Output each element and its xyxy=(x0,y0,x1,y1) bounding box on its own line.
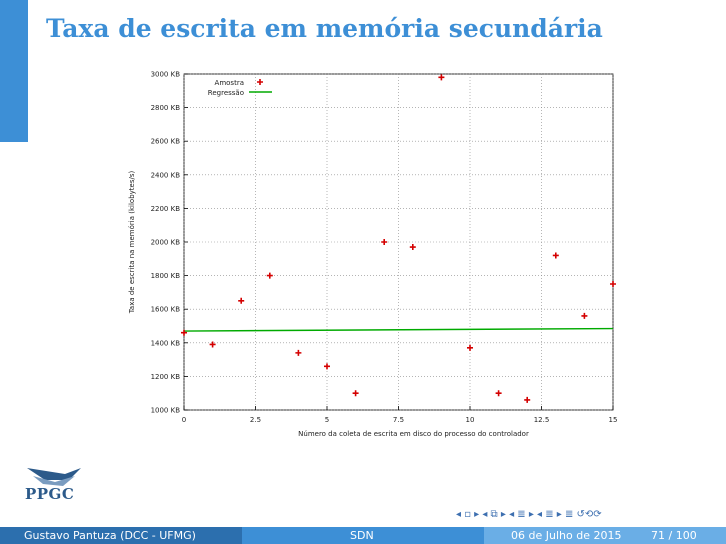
x-tick-label: 0 xyxy=(182,416,186,424)
x-tick-label: 12.5 xyxy=(534,416,550,424)
footer-author: Gustavo Pantuza (DCC - UFMG) xyxy=(24,529,196,542)
y-tick-label: 1400 KB xyxy=(151,339,181,347)
sample-point xyxy=(524,396,531,403)
y-axis-label: Taxa de escrita na memória (kilobytes/s) xyxy=(128,171,136,315)
sample-point xyxy=(266,272,273,279)
sample-point xyxy=(324,363,330,370)
sample-point xyxy=(438,74,445,81)
sample-point xyxy=(495,390,502,397)
legend-label-sample: Amostra xyxy=(215,79,244,87)
legend-label-regression: Regressão xyxy=(208,89,244,97)
sample-point xyxy=(552,252,559,259)
footer-date: 06 de Julho de 2015 xyxy=(511,529,622,542)
title-accent-bar xyxy=(0,0,28,142)
sample-point xyxy=(581,312,588,319)
x-tick-label: 7.5 xyxy=(393,416,404,424)
sample-point xyxy=(209,341,216,348)
sample-point xyxy=(295,349,302,356)
y-tick-label: 2400 KB xyxy=(151,171,181,179)
regression-line xyxy=(183,327,614,332)
footer-bar: Gustavo Pantuza (DCC - UFMG) SDN 06 de J… xyxy=(0,527,726,544)
y-tick-label: 2200 KB xyxy=(151,205,181,213)
footer-right-band xyxy=(484,527,726,544)
y-tick-label: 1200 KB xyxy=(151,373,181,381)
sample-point xyxy=(238,297,245,304)
sample-point xyxy=(381,239,388,245)
footer-left-band xyxy=(0,527,242,544)
ppgc-logo-icon xyxy=(27,468,81,486)
scatter-chart: 1000 KB 1200 KB 1400 KB 1600 KB 1800 KB 2000 … xyxy=(128,71,618,439)
x-tick-label: 2.5 xyxy=(250,416,261,424)
footer-page: 71 / 100 xyxy=(651,529,697,542)
sample-point xyxy=(610,281,616,287)
y-tick-label: 1600 KB xyxy=(151,306,181,314)
sample-point xyxy=(467,344,473,351)
beamer-navigation-icons[interactable]: ◂ ▫ ▸ ◂ ⧉ ▸ ◂ ≣ ▸ ◂ ≣ ▸ ≣ ↺⟲⟳ xyxy=(456,509,602,520)
y-tick-label: 3000 KB xyxy=(151,71,181,79)
x-tick-label: 10 xyxy=(466,416,475,424)
x-tick-label: 5 xyxy=(325,416,329,424)
y-tick-label: 2600 KB xyxy=(151,138,181,146)
logo-text: PPGC xyxy=(25,485,75,503)
footer-mid-band xyxy=(242,527,484,544)
sample-point xyxy=(352,390,359,397)
x-axis-label: Número da coleta de escrita em disco do … xyxy=(298,430,529,438)
footer-topic: SDN xyxy=(350,529,374,542)
y-tick-label: 2000 KB xyxy=(151,239,181,247)
sample-point xyxy=(409,244,416,251)
y-tick-label: 2800 KB xyxy=(151,104,181,112)
sample-point xyxy=(181,329,187,336)
legend-marker-sample xyxy=(257,79,263,85)
slide-title: Taxa de escrita em memória secundária xyxy=(46,14,603,43)
x-tick-label: 15 xyxy=(609,416,618,424)
y-tick-label: 1800 KB xyxy=(151,272,181,280)
y-tick-label: 1000 KB xyxy=(151,407,181,415)
